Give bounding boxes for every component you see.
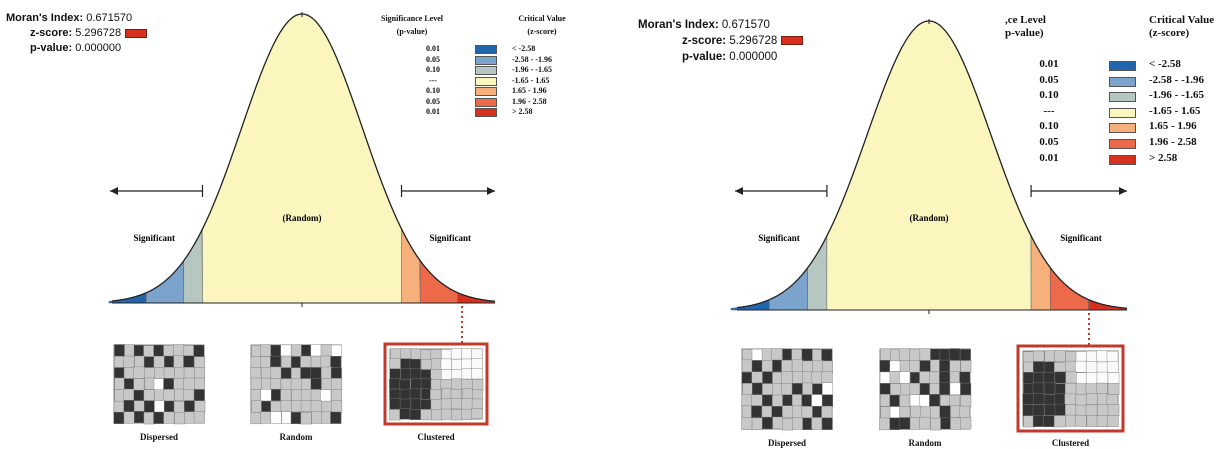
z-score-swatch-right (781, 36, 804, 46)
random-label: (Random) (909, 213, 948, 223)
legend-crit-header-right: Critical Value (z-score) (1149, 14, 1215, 39)
legend-swatch (1109, 61, 1136, 71)
maps-svg (113, 306, 489, 426)
p-value-row-right: p-value: 0.000000 (682, 51, 778, 63)
stats-block: Moran's Index: 0.671570 z-score: 5.29672… (6, 11, 148, 56)
arrow-right (1030, 185, 1127, 197)
map-clustered (383, 342, 489, 426)
map-random (250, 344, 343, 425)
normal-curve: (Random) Significant Significant (108, 12, 496, 307)
legend-sig-value: 0.10 (426, 65, 440, 74)
map-label-dispersed-right: Dispersed (768, 438, 806, 448)
normal-curve-right: (Random) Significant Significant (730, 19, 1128, 314)
z-score-value: 5.296728 (75, 27, 122, 39)
legend-swatch (475, 87, 497, 96)
legend-swatch (475, 97, 497, 107)
legend-swatch (475, 76, 497, 86)
curve-outline (111, 13, 496, 302)
legend-sig-value: --- (429, 75, 437, 85)
legend-crit-value: -2.58 - -1.96 (512, 54, 552, 64)
moran-index-row-right: Moran's Index: 0.671570 (638, 19, 770, 31)
legend-crit-value: 1.96 - 2.58 (1149, 136, 1197, 148)
left-panel: Moran's Index: 0.671570 z-score: 5.29672… (0, 0, 610, 449)
moran-index-value: 0.671570 (86, 12, 133, 24)
legend-sig-value: 0.05 (1039, 73, 1059, 86)
map-label-random: Random (279, 432, 313, 442)
legend-swatch (1109, 123, 1136, 134)
legend-swatch (475, 66, 497, 75)
legend-crit-value: < -2.58 (1149, 58, 1181, 70)
map-label-clustered-right: Clustered (1051, 438, 1090, 448)
map-label-random-right: Random (908, 438, 942, 448)
legend-sig-value: 0.01 (426, 107, 440, 116)
map-label-dispersed: Dispersed (140, 432, 178, 442)
legend-crit-header: Critical Value (z-score) (518, 14, 566, 36)
legend-sig-header-right: ,ce Level p-value) (1005, 14, 1046, 39)
legend-crit-value: -1.65 - 1.65 (1149, 104, 1201, 117)
legend-crit-value: < -2.58 (512, 44, 536, 53)
legend-sig-value: 0.01 (1039, 151, 1059, 164)
map-random (879, 348, 972, 431)
map-label-clustered: Clustered (417, 432, 455, 442)
legend-sig-value: 0.01 (1039, 58, 1059, 70)
legend-swatch (475, 108, 497, 117)
legend-sig-value: 0.05 (426, 96, 440, 106)
legend-crit-value: > 2.58 (512, 107, 533, 116)
legend-crit-value: > 2.58 (1149, 151, 1178, 164)
legend-crit-value: 1.96 - 2.58 (512, 96, 547, 106)
arrow-left (110, 185, 204, 197)
legend-sig-value: 0.05 (426, 54, 440, 64)
arrow-left (735, 185, 828, 197)
map-dispersed (741, 348, 834, 431)
legend-crit-value: -2.58 - -1.96 (1149, 73, 1204, 86)
map-dispersed (113, 344, 206, 425)
maps-svg-right (741, 313, 1125, 433)
legend-swatch (1109, 107, 1136, 118)
legend-sig-value: 0.01 (426, 44, 440, 53)
legend-swatch (1109, 92, 1136, 103)
legend-crit-value: -1.65 - 1.65 (512, 75, 550, 85)
legend-swatch (475, 55, 497, 65)
significant-right-label: Significant (1060, 233, 1102, 243)
legend-swatch (475, 45, 497, 54)
legend-crit-value: -1.96 - -1.65 (512, 65, 552, 74)
moran-index-row: Moran's Index: 0.671570 (6, 12, 133, 24)
legend-crit-value: -1.96 - -1.65 (1149, 89, 1204, 102)
legend-crit-value: 1.65 - 1.96 (1149, 120, 1197, 133)
legend-sig-value: --- (1043, 104, 1055, 117)
significant-left-label: Significant (758, 233, 800, 243)
legend-sig-value: 0.05 (1039, 136, 1059, 148)
p-value-value: 0.000000 (75, 42, 122, 54)
arrow-right (400, 185, 495, 197)
curve-outline (736, 20, 1128, 309)
random-label: (Random) (282, 213, 321, 223)
map-clustered (1016, 344, 1125, 433)
legend-sig-value: 0.10 (426, 86, 440, 95)
legend-swatch (1109, 76, 1136, 87)
legend-swatch (1109, 154, 1136, 165)
right-panel: Moran's Index: 0.671570 z-score: 5.29672… (615, 0, 1229, 449)
significant-left-label: Significant (133, 233, 175, 243)
z-score-row: z-score: 5.296728 (6, 26, 148, 41)
legend-swatch (1109, 139, 1136, 149)
legend-sig-header: Significance Level (p-value) (381, 14, 443, 36)
significant-right-label: Significant (430, 233, 472, 243)
stats-block-right: Moran's Index: 0.671570 z-score: 5.29672… (638, 17, 804, 65)
legend-sig-value: 0.10 (1039, 120, 1059, 133)
z-score-row-right: z-score: 5.296728 (638, 33, 804, 49)
legend-crit-value: 1.65 - 1.96 (512, 86, 547, 95)
legend-sig-value: 0.10 (1039, 89, 1059, 102)
z-score-swatch (125, 28, 148, 38)
p-value-row: p-value: 0.000000 (30, 42, 122, 54)
